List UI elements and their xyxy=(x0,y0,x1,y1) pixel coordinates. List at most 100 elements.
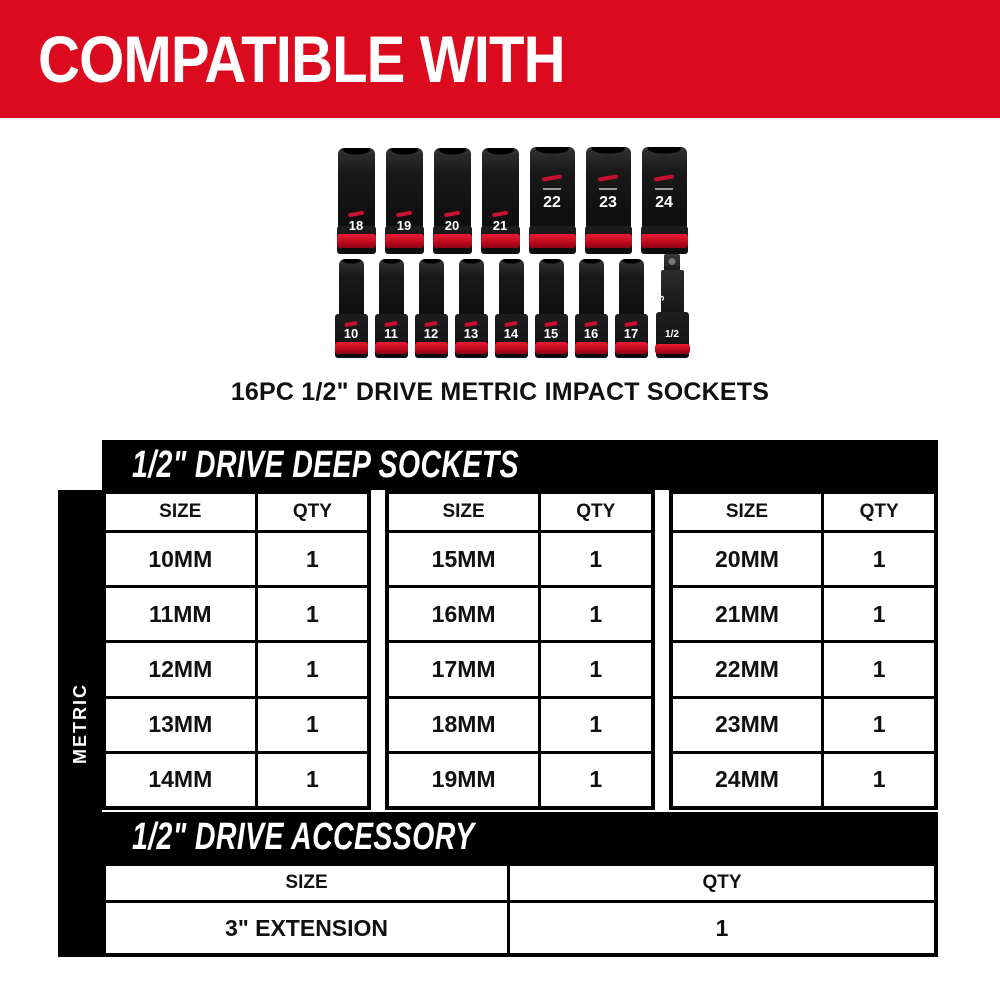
socket-foot xyxy=(588,248,628,254)
red-ring xyxy=(654,344,690,354)
deep-sockets-table: SIZE QTY 10MM 1 11MM 1 12MM 1 13MM 1 14M… xyxy=(102,490,938,810)
table-row: 10MM 1 xyxy=(106,533,368,589)
socket-foot xyxy=(532,248,572,254)
deep-sockets-subtable-3: SIZE QTY 20MM 1 21MM 1 22MM 1 23MM 1 24M… xyxy=(668,490,938,810)
socket-size-label: 15 xyxy=(543,326,559,341)
socket-shaft xyxy=(498,259,524,318)
qty-column-header: QTY xyxy=(292,501,332,522)
table-row: 11MM 1 xyxy=(106,588,368,644)
socket-foot xyxy=(484,248,516,254)
socket-size-label: 21 xyxy=(492,218,508,233)
socket-size-label: 13 xyxy=(463,326,479,341)
socket-size-label: 18 xyxy=(348,218,364,233)
socket-foot xyxy=(658,354,686,358)
table-row: 17MM 1 xyxy=(389,643,651,699)
size-cell: 16MM xyxy=(389,588,541,641)
red-ring xyxy=(454,342,488,354)
table-header-row: SIZE QTY xyxy=(672,494,934,533)
socket-row-top: 18 19 20 21 xyxy=(12,146,1000,254)
size-cell: 3" EXTENSION xyxy=(106,903,511,953)
socket-shaft xyxy=(458,259,484,318)
sku-text-mark xyxy=(655,188,673,190)
qty-cell: 1 xyxy=(872,711,886,738)
deep-sockets-subtable-2: SIZE QTY 15MM 1 16MM 1 17MM 1 18MM 1 19M… xyxy=(385,490,655,810)
socket-size-label: 23 xyxy=(599,194,617,211)
socket-foot xyxy=(458,354,484,358)
size-cell: 20MM xyxy=(673,533,825,586)
size-cell: 13MM xyxy=(106,698,258,751)
qty-cell: 1 xyxy=(306,545,319,572)
table-row: 16MM 1 xyxy=(389,588,651,644)
red-ring xyxy=(480,234,520,248)
size-column-header: SIZE xyxy=(106,494,258,530)
socket-foot xyxy=(388,248,420,254)
socket-shaft xyxy=(433,148,471,230)
qty-cell: 1 xyxy=(306,711,319,738)
socket-size-label: 16 xyxy=(583,326,599,341)
table-row: 13MM 1 xyxy=(106,698,368,754)
table-row: 18MM 1 xyxy=(389,698,651,754)
socket-foot xyxy=(340,248,372,254)
accessory-section-header: 1/2" DRIVE ACCESSORY xyxy=(102,812,938,862)
socket-size-label: 19 xyxy=(396,218,412,233)
socket-size-label: 20 xyxy=(444,218,460,233)
red-ring xyxy=(494,342,528,354)
table-row: 24MM 1 xyxy=(673,753,934,807)
qty-cell: 1 xyxy=(589,766,603,793)
size-cell: 17MM xyxy=(389,643,541,696)
table-row: 3" EXTENSION 1 xyxy=(106,903,934,953)
socket-size-label: 24 xyxy=(655,194,673,211)
socket-size-label: 14 xyxy=(503,326,519,341)
socket-foot xyxy=(578,354,604,358)
sku-text-mark xyxy=(599,188,617,190)
qty-cell: 1 xyxy=(589,545,603,572)
size-cell: 23MM xyxy=(673,698,825,751)
socket-24: 24 xyxy=(640,147,688,254)
red-ring xyxy=(534,342,568,354)
product-caption: 16PC 1/2" DRIVE METRIC IMPACT SOCKETS xyxy=(230,378,770,406)
red-ring xyxy=(574,342,608,354)
compatible-with-banner: COMPATIBLE WITH xyxy=(0,0,1000,118)
qty-cell: 1 xyxy=(872,766,886,793)
socket-foot xyxy=(618,354,644,358)
qty-cell: 1 xyxy=(872,656,886,682)
table-header-row: SIZE QTY xyxy=(389,494,651,533)
qty-cell: 1 xyxy=(589,656,603,682)
metric-label: METRIC xyxy=(69,683,90,764)
socket-size-label: 10 xyxy=(343,326,359,341)
socket-shaft xyxy=(418,259,444,318)
socket-19: 19 xyxy=(384,148,424,254)
deep-sockets-section-title: 1/2" DRIVE DEEP SOCKETS xyxy=(132,443,519,486)
socket-shaft xyxy=(378,259,404,318)
table-row: 19MM 1 xyxy=(389,753,650,807)
accessory-section-title: 1/2" DRIVE ACCESSORY xyxy=(132,815,475,858)
socket-foot xyxy=(338,354,364,358)
table-row: 23MM 1 xyxy=(672,698,934,754)
red-ring xyxy=(384,234,424,248)
socket-17: 17 xyxy=(614,259,648,358)
red-ring xyxy=(584,234,632,248)
qty-column-header: QTY xyxy=(576,501,616,522)
qty-cell: 1 xyxy=(872,545,886,572)
table-row: 21MM 1 xyxy=(672,588,934,644)
socket-shaft xyxy=(338,259,364,318)
red-ring xyxy=(414,342,448,354)
table-row: 14MM 1 xyxy=(106,753,367,807)
table-row: 22MM 1 xyxy=(672,643,934,699)
socket-shaft xyxy=(538,259,564,318)
socket-foot xyxy=(378,354,404,358)
socket-shaft xyxy=(385,148,423,230)
size-cell: 22MM xyxy=(673,643,825,696)
qty-cell: 1 xyxy=(306,600,319,627)
size-cell: 11MM xyxy=(106,588,258,641)
socket-row-bottom: 10 11 12 13 xyxy=(12,254,1000,358)
red-ring xyxy=(432,234,472,248)
table-header-row: SIZE QTY xyxy=(106,866,934,903)
page-title: COMPATIBLE WITH xyxy=(38,22,566,96)
table-row: 20MM 1 xyxy=(672,533,934,589)
red-ring xyxy=(334,342,368,354)
extension-tool: 3" 1/2 xyxy=(654,254,690,358)
socket-size-label: 17 xyxy=(623,326,639,341)
size-cell: 10MM xyxy=(106,533,258,586)
